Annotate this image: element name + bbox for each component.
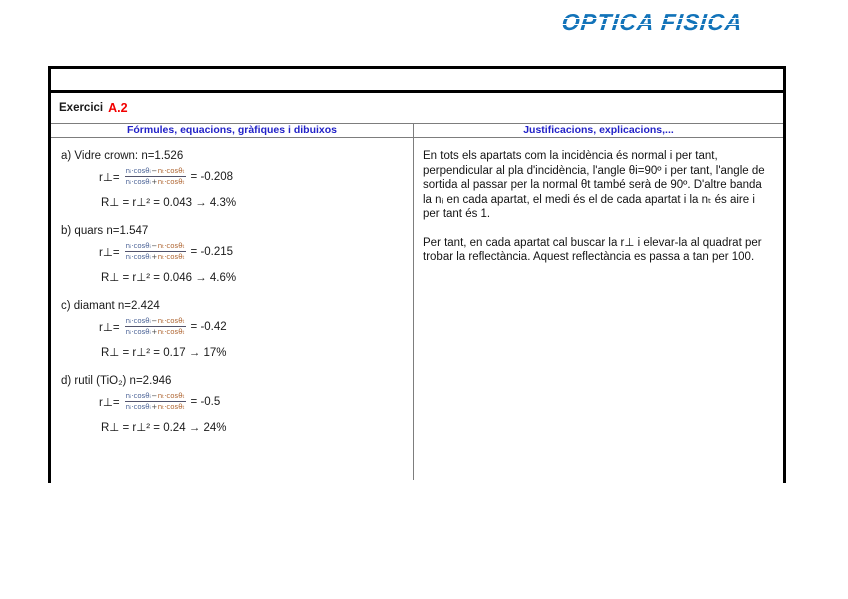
reflectance-line: R⊥ = r⊥² = 0.046 → 4.6%: [101, 272, 237, 284]
justification-paragraph-2: Per tant, en cada apartat cal buscar la …: [423, 236, 762, 264]
formula-title: d) rutil (TiO₂) n=2.946: [61, 375, 172, 387]
justifications-cell: En tots els apartats com la incidència é…: [413, 138, 783, 480]
fraction-denominator: nᵢ·cosθᵢ+nₜ·cosθₜ: [125, 402, 185, 411]
formula-title: c) diamant n=2.424: [61, 300, 160, 312]
r-perp-symbol: r⊥=: [99, 397, 120, 409]
reflectance-line: R⊥ = r⊥² = 0.17 → 17%: [101, 347, 227, 359]
fresnel-fraction: nᵢ·cosθᵢ−nₜ·cosθₜ nᵢ·cosθᵢ+nₜ·cosθₜ: [124, 317, 186, 337]
fraction-denominator: nᵢ·cosθᵢ+nₜ·cosθₜ: [125, 177, 185, 186]
fresnel-fraction: nᵢ·cosθᵢ−nₜ·cosθₜ nᵢ·cosθᵢ+nₜ·cosθₜ: [124, 392, 186, 412]
formula-item-c: c) diamant n=2.424 r⊥= nᵢ·cosθᵢ−nₜ·cosθₜ…: [61, 300, 409, 359]
exercise-label: Exercici: [59, 102, 104, 114]
reflectance-line: R⊥ = r⊥² = 0.24 → 24%: [101, 422, 227, 434]
r-value: = -0.5: [190, 396, 221, 408]
fresnel-coefficient-line: r⊥= nᵢ·cosθᵢ−nₜ·cosθₜ nᵢ·cosθᵢ+nₜ·cosθₜ …: [99, 165, 409, 189]
fraction-denominator: nᵢ·cosθᵢ+nₜ·cosθₜ: [125, 252, 185, 261]
formula-item-a: a) Vidre crown: n=1.526 r⊥= nᵢ·cosθᵢ−nₜ·…: [61, 150, 409, 209]
reflectance-line: R⊥ = r⊥² = 0.043 → 4.3%: [101, 197, 237, 209]
r-perp-symbol: r⊥=: [99, 322, 120, 334]
fraction-numerator: nᵢ·cosθᵢ−nₜ·cosθₜ: [124, 242, 186, 253]
r-perp-symbol: r⊥=: [99, 172, 120, 184]
r-perp-symbol: r⊥=: [99, 247, 120, 259]
exercise-number: A.2: [108, 101, 128, 115]
exercise-title-row: Exercici A.2: [51, 93, 783, 124]
formulas-cell: a) Vidre crown: n=1.526 r⊥= nᵢ·cosθᵢ−nₜ·…: [51, 138, 413, 480]
right-column-header: Justificacions, explicacions,...: [413, 124, 783, 137]
fresnel-coefficient-line: r⊥= nᵢ·cosθᵢ−nₜ·cosθₜ nᵢ·cosθᵢ+nₜ·cosθₜ …: [99, 390, 409, 414]
formula-item-d: d) rutil (TiO₂) n=2.946 r⊥= nᵢ·cosθᵢ−nₜ·…: [61, 375, 409, 434]
left-column-header: Fórmules, equacions, gràfiques i dibuixo…: [126, 124, 338, 136]
r-value: = -0.42: [190, 321, 227, 333]
exercise-table: Exercici A.2 Fórmules, equacions, gràfiq…: [48, 66, 786, 483]
r-value: = -0.215: [190, 246, 234, 258]
fraction-numerator: nᵢ·cosθᵢ−nₜ·cosθₜ: [124, 167, 186, 178]
fresnel-fraction: nᵢ·cosθᵢ−nₜ·cosθₜ nᵢ·cosθᵢ+nₜ·cosθₜ: [124, 167, 186, 187]
fresnel-fraction: nᵢ·cosθᵢ−nₜ·cosθₜ nᵢ·cosθᵢ+nₜ·cosθₜ: [124, 242, 186, 262]
justification-paragraph-1: En tots els apartats com la incidència é…: [423, 150, 765, 220]
fraction-numerator: nᵢ·cosθᵢ−nₜ·cosθₜ: [124, 392, 186, 403]
formula-title: a) Vidre crown: n=1.526: [61, 150, 184, 162]
fraction-numerator: nᵢ·cosθᵢ−nₜ·cosθₜ: [124, 317, 186, 328]
formula-item-b: b) quars n=1.547 r⊥= nᵢ·cosθᵢ−nₜ·cosθₜ n…: [61, 225, 409, 284]
fresnel-coefficient-line: r⊥= nᵢ·cosθᵢ−nₜ·cosθₜ nᵢ·cosθᵢ+nₜ·cosθₜ …: [99, 315, 409, 339]
table-top-bar-row: [51, 69, 783, 93]
content-row: a) Vidre crown: n=1.526 r⊥= nᵢ·cosθᵢ−nₜ·…: [51, 138, 783, 480]
optica-fisica-logo: OPTICA FISICA: [560, 9, 745, 35]
fraction-denominator: nᵢ·cosθᵢ+nₜ·cosθₜ: [125, 327, 185, 336]
fresnel-coefficient-line: r⊥= nᵢ·cosθᵢ−nₜ·cosθₜ nᵢ·cosθᵢ+nₜ·cosθₜ …: [99, 240, 409, 264]
column-headers-row: Fórmules, equacions, gràfiques i dibuixo…: [51, 124, 783, 138]
r-value: = -0.208: [190, 171, 234, 183]
formula-title: b) quars n=1.547: [61, 225, 149, 237]
